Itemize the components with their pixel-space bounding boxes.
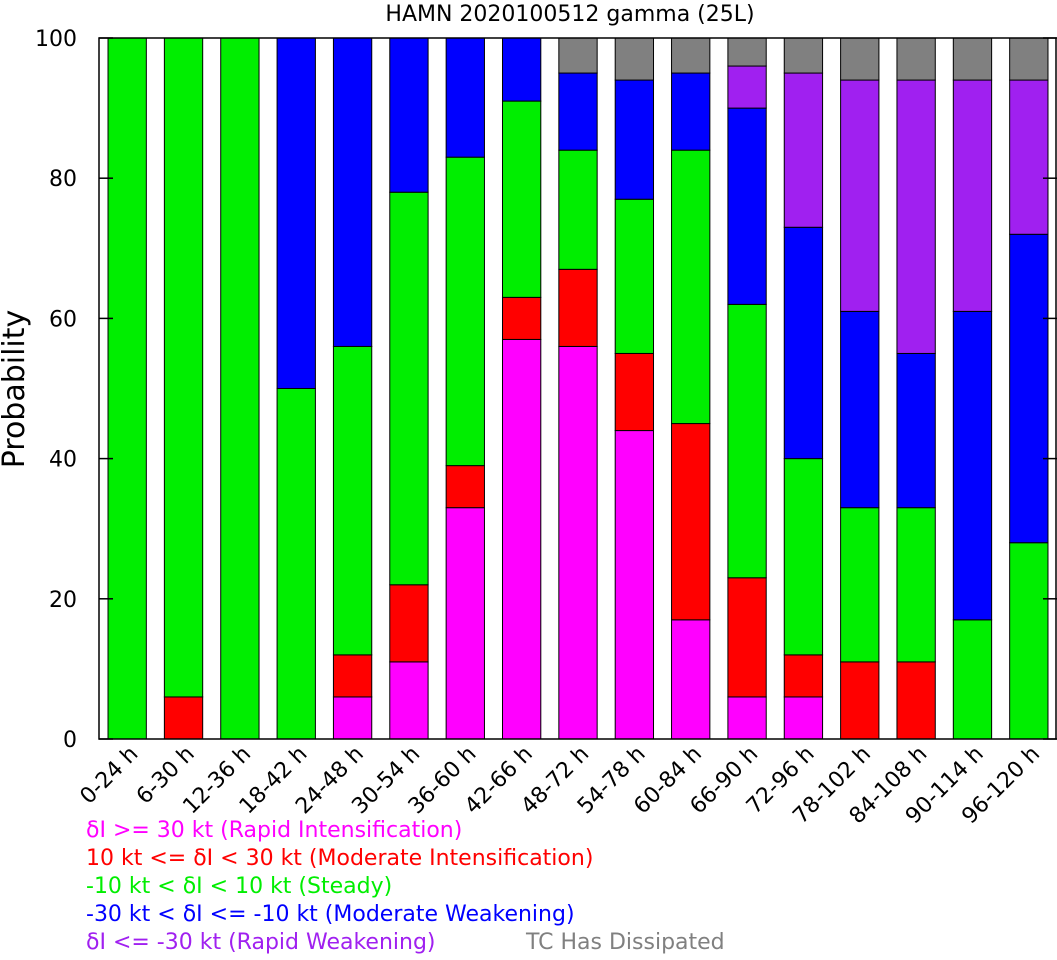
bar-segment-78-102h-s2	[840, 507, 880, 663]
bar-segment-54-78h-s5	[614, 37, 655, 81]
bar-segment-96-120h-s3	[1009, 233, 1049, 544]
bar-segment-84-108h-s1	[896, 661, 936, 740]
bar-segment-96-120h-s2	[1009, 542, 1049, 740]
bar-segment-72-96h-s5	[783, 37, 824, 74]
bar-segment-78-102h-s4	[840, 79, 880, 312]
bar-segment-24-48h-s1	[332, 654, 373, 698]
bar-segment-30-54h-s1	[389, 584, 429, 663]
bar-segment-90-114h-s2	[952, 619, 993, 740]
bar-segment-48-72h-s5	[558, 37, 598, 74]
y-tick-label: 0	[63, 728, 77, 753]
bars-group	[107, 37, 1049, 740]
bar-segment-36-60h-s3	[445, 37, 485, 158]
bar-segment-78-102h-s1	[840, 661, 880, 740]
bar-segment-0-24h-s2	[107, 37, 147, 740]
legend-label: TC Has Dissipated	[526, 930, 725, 955]
bar-segment-90-114h-s3	[952, 310, 993, 621]
bar-segment-36-60h-s0	[445, 507, 485, 740]
bar-segment-48-72h-s3	[558, 72, 598, 151]
bar-segment-60-84h-s1	[671, 423, 711, 621]
bar-segment-54-78h-s0	[614, 430, 655, 740]
y-tick-label: 60	[49, 307, 77, 332]
legend-item-rapid-intensification: δI >= 30 kt (Rapid Intensification)	[86, 818, 462, 845]
bar-segment-54-78h-s3	[614, 79, 655, 200]
y-tick-label: 80	[49, 167, 77, 192]
bar-segment-72-96h-s0	[783, 696, 824, 740]
bar-segment-96-120h-s4	[1009, 79, 1049, 235]
bar-segment-90-114h-s4	[952, 79, 993, 312]
bar-segment-84-108h-s2	[896, 507, 936, 663]
bar-segment-66-90h-s0	[727, 696, 767, 740]
bar-segment-66-90h-s1	[727, 577, 767, 698]
legend-item-dissipated: TC Has Dissipated	[526, 930, 725, 957]
legend-label: 10 kt <= δI < 30 kt (Moderate Intensific…	[86, 846, 594, 871]
bar-segment-42-66h-s1	[501, 296, 542, 340]
bar-segment-60-84h-s2	[671, 149, 711, 425]
legend-label: δI <= -30 kt (Rapid Weakening)	[86, 930, 436, 955]
bar-segment-66-90h-s4	[727, 65, 767, 109]
bar-segment-18-42h-s3	[276, 37, 316, 389]
bar-segment-72-96h-s3	[783, 226, 824, 460]
bar-segment-72-96h-s1	[783, 654, 824, 698]
bar-segment-48-72h-s0	[558, 345, 598, 740]
y-tick-label: 100	[35, 27, 77, 52]
bar-segment-60-84h-s3	[671, 72, 711, 151]
bar-segment-48-72h-s1	[558, 268, 598, 347]
y-axis-label: Probability	[0, 310, 32, 469]
bar-segment-36-60h-s2	[445, 156, 485, 467]
bar-segment-30-54h-s2	[389, 191, 429, 586]
bar-segment-36-60h-s1	[445, 465, 485, 509]
legend-item-rapid-weakening: δI <= -30 kt (Rapid Weakening)	[86, 930, 436, 957]
bar-segment-54-78h-s2	[614, 198, 655, 354]
x-tick-label: 0-24 h	[76, 742, 144, 810]
bar-segment-84-108h-s3	[896, 352, 936, 509]
bar-segment-18-42h-s2	[276, 388, 316, 740]
chart-title: HAMN 2020100512 gamma (25L)	[385, 2, 754, 27]
legend-item-moderate-weakening: -30 kt < δI <= -10 kt (Moderate Weakenin…	[86, 902, 575, 929]
bar-segment-72-96h-s2	[783, 458, 824, 656]
bar-segment-24-48h-s3	[332, 37, 373, 347]
bar-segment-24-48h-s0	[332, 696, 373, 740]
bar-segment-66-90h-s2	[727, 303, 767, 579]
bar-segment-84-108h-s4	[896, 79, 936, 354]
bar-segment-12-36h-s2	[220, 37, 260, 740]
bar-segment-54-78h-s1	[614, 352, 655, 432]
legend-label: -10 kt < δI < 10 kt (Steady)	[86, 874, 393, 899]
bar-segment-42-66h-s2	[501, 100, 542, 298]
bar-segment-30-54h-s0	[389, 661, 429, 740]
bar-segment-60-84h-s5	[671, 37, 711, 74]
legend-item-steady: -10 kt < δI < 10 kt (Steady)	[86, 874, 392, 901]
y-tick-label: 40	[49, 448, 77, 473]
bar-segment-6-30h-s2	[163, 37, 204, 698]
bar-segment-72-96h-s4	[783, 72, 824, 228]
bar-segment-96-120h-s5	[1009, 37, 1049, 81]
bar-segment-48-72h-s2	[558, 149, 598, 270]
legend-label: δI >= 30 kt (Rapid Intensification)	[86, 818, 463, 843]
bar-segment-66-90h-s3	[727, 107, 767, 305]
y-tick-label: 20	[49, 588, 77, 613]
bar-segment-84-108h-s5	[896, 37, 936, 81]
plot-frame	[98, 37, 1057, 740]
bar-segment-24-48h-s2	[332, 345, 373, 656]
legend-item-moderate-intensification: 10 kt <= δI < 30 kt (Moderate Intensific…	[86, 846, 593, 873]
bar-segment-60-84h-s0	[671, 619, 711, 740]
legend-label: -30 kt < δI <= -10 kt (Moderate Weakenin…	[86, 902, 575, 927]
bar-segment-42-66h-s0	[501, 338, 542, 740]
bar-segment-66-90h-s5	[727, 37, 767, 67]
bar-segment-30-54h-s3	[389, 37, 429, 193]
bar-segment-42-66h-s3	[501, 37, 542, 102]
bar-segment-78-102h-s5	[840, 37, 880, 81]
bar-segment-90-114h-s5	[952, 37, 993, 81]
bar-segment-78-102h-s3	[840, 310, 880, 509]
bar-segment-6-30h-s1	[163, 696, 204, 740]
